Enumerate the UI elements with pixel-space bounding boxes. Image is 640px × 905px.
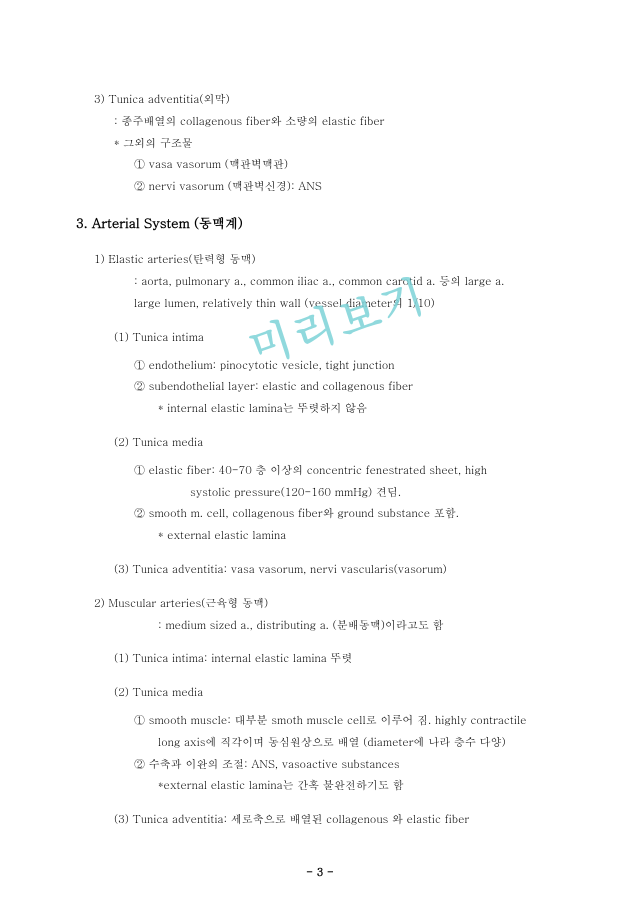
m-tm-sub2: ② 수축과 이완의 조절: ANS, vasoactive substances xyxy=(70,755,570,775)
item-3-sub1: ① vasa vasorum (맥관벽맥관) xyxy=(70,155,570,175)
item-3-title: 3) Tunica adventitia(외막) xyxy=(70,90,570,110)
elastic-line2: large lumen, relatively thin wall (vesse… xyxy=(70,294,570,314)
tm-sub1: ① elastic fiber: 40-70 층 이상의 concentric … xyxy=(70,461,570,481)
m-tm-sub1b: long axis에 직각이며 동심원상으로 배열 (diameter에 나라 … xyxy=(70,733,570,753)
tunica-media-title: (2) Tunica media xyxy=(70,433,570,453)
document-content: 3) Tunica adventitia(외막) : 종주배열의 collage… xyxy=(70,90,570,830)
tm-sub2: ② smooth m. cell, collagenous fiber와 gro… xyxy=(70,504,570,524)
tunica-adventitia-title: (3) Tunica adventitia: vasa vasorum, ner… xyxy=(70,560,570,580)
m-tunica-adventitia-title: (3) Tunica adventitia: 세로축으로 배열된 collage… xyxy=(70,810,570,830)
section-3-title: 3. Arterial System (동맥계) xyxy=(70,211,570,234)
tunica-intima-title: (1) Tunica intima xyxy=(70,328,570,348)
muscular-arteries-title: 2) Muscular arteries(근육형 동맥) xyxy=(70,594,570,614)
ti-sub2: ② subendothelial layer: elastic and coll… xyxy=(70,377,570,397)
m-tm-sub3: *external elastic lamina는 간혹 불완전하기도 함 xyxy=(70,776,570,796)
m-tm-sub1: ① smooth muscle: 대부분 smoth muscle cell로 … xyxy=(70,711,570,731)
ti-sub1: ① endothelium: pinocytotic vesicle, tigh… xyxy=(70,356,570,376)
item-3-line2: * 그외의 구조물 xyxy=(70,134,570,154)
tm-sub1b: systolic pressure(120-160 mmHg) 견딤. xyxy=(70,483,570,503)
elastic-arteries-title: 1) Elastic arteries(탄력형 동맥) xyxy=(70,250,570,270)
item-3-line1: : 종주배열의 collagenous fiber와 소량의 elastic f… xyxy=(70,112,570,132)
tm-sub3: * external elastic lamina xyxy=(70,526,570,546)
page-number: - 3 - xyxy=(0,863,640,883)
ti-sub3: * internal elastic lamina는 뚜렷하지 않음 xyxy=(70,399,570,419)
m-tunica-media-title: (2) Tunica media xyxy=(70,683,570,703)
muscular-line1: : medium sized a., distributing a. (분배동맥… xyxy=(70,616,570,636)
item-3-sub2: ② nervi vasorum (맥관벽신경): ANS xyxy=(70,177,570,197)
elastic-line1: : aorta, pulmonary a., common iliac a., … xyxy=(70,272,570,292)
m-tunica-intima-title: (1) Tunica intima: internal elastic lami… xyxy=(70,649,570,669)
